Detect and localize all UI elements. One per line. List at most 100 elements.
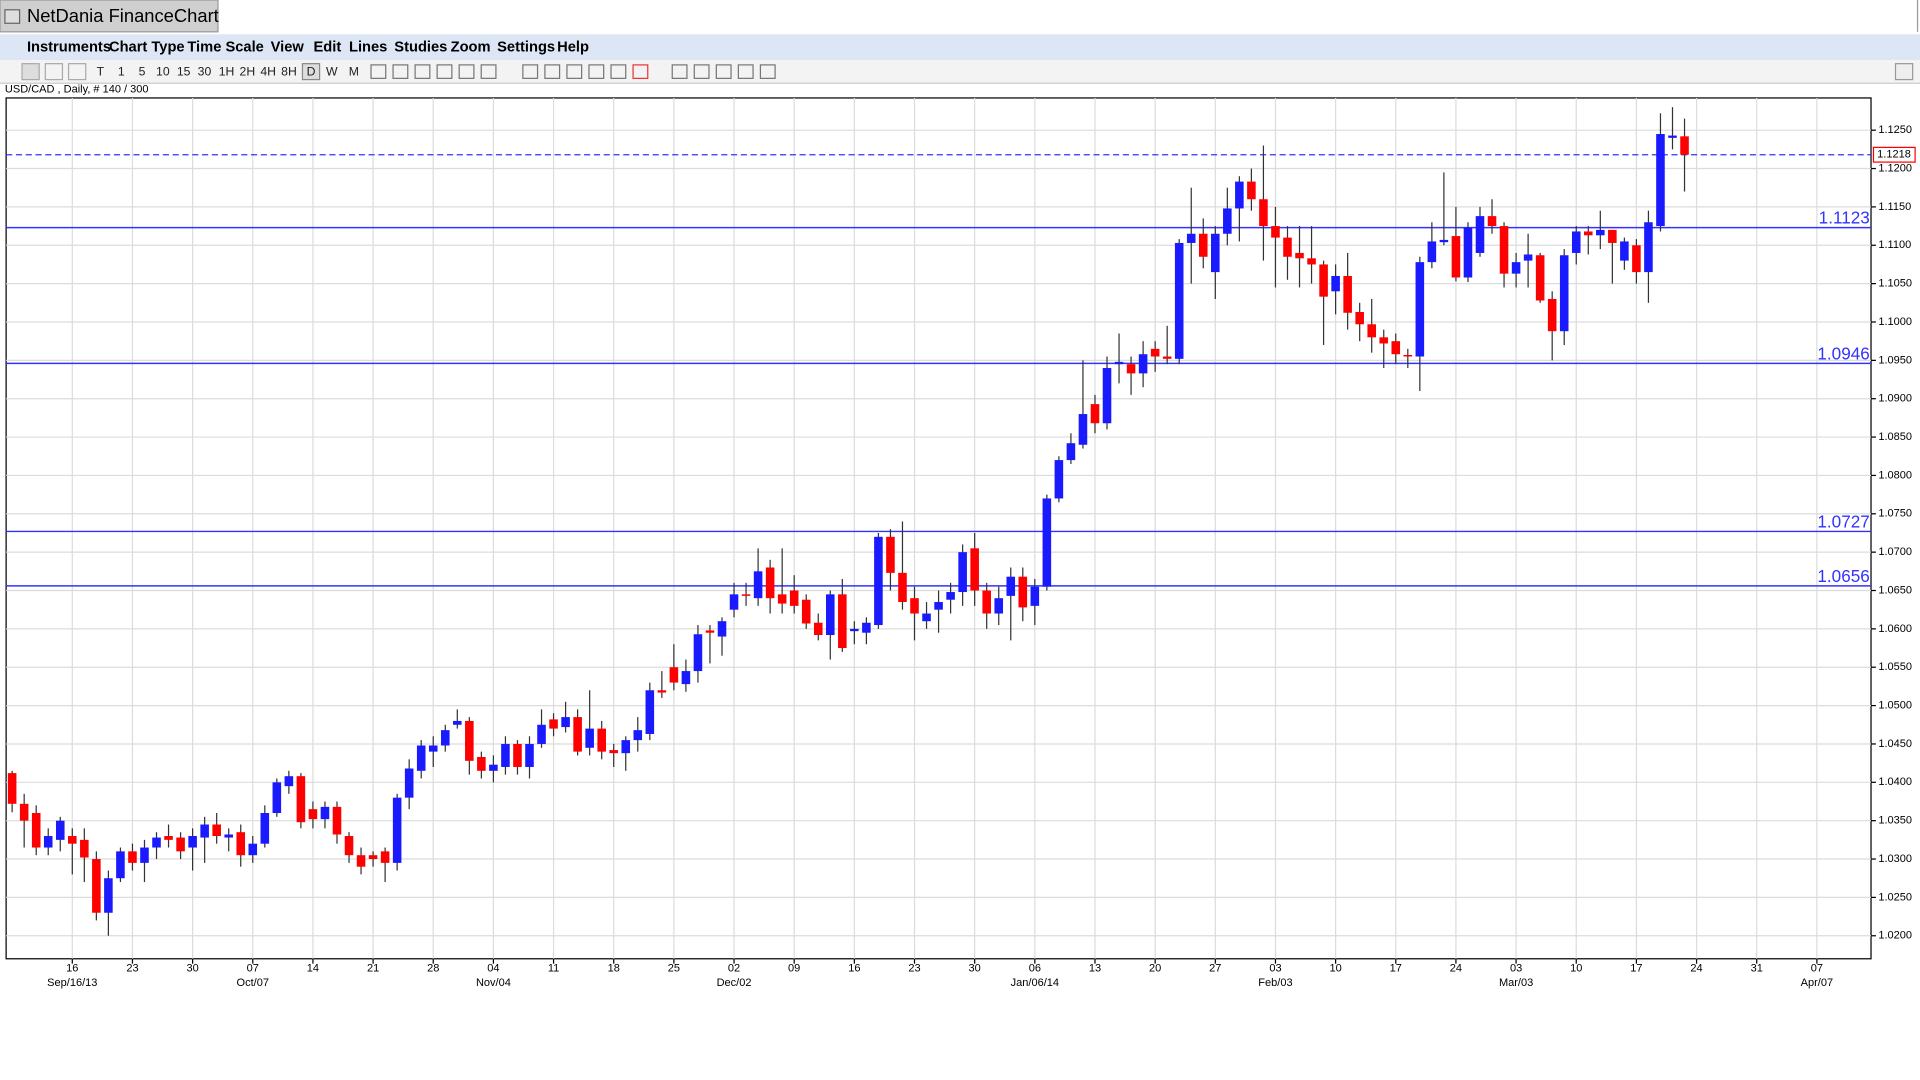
- tool-icon[interactable]: [458, 64, 475, 79]
- tool-icon[interactable]: [392, 64, 409, 79]
- x-tick-label: 16: [66, 962, 78, 974]
- menu-item[interactable]: Lines: [349, 40, 387, 56]
- tool-icon[interactable]: [566, 64, 583, 79]
- tool-icon[interactable]: [370, 64, 387, 79]
- tool-icon[interactable]: [480, 64, 497, 79]
- candle-body: [1403, 354, 1413, 357]
- candle-body: [741, 594, 751, 596]
- candle-body: [765, 567, 775, 599]
- x-month-label: Jan/06/14: [1011, 977, 1059, 989]
- y-tick-label: 1.0750: [1878, 508, 1912, 520]
- tool-button[interactable]: M: [349, 64, 359, 78]
- candle-body: [874, 536, 883, 626]
- candle-body: [477, 756, 486, 771]
- candle-body: [68, 836, 77, 844]
- y-tick-label: 1.1150: [1878, 201, 1911, 213]
- candle-body: [826, 594, 835, 636]
- tool-button[interactable]: 8H: [281, 64, 297, 78]
- candle-body: [1367, 324, 1376, 338]
- candle-body: [1198, 233, 1208, 257]
- tool-icon[interactable]: [67, 63, 87, 81]
- menu-item[interactable]: Help: [557, 40, 589, 56]
- tool-icon[interactable]: [671, 64, 688, 79]
- tool-button[interactable]: 4H: [260, 64, 276, 78]
- candle-body: [1475, 216, 1485, 253]
- candle-body: [200, 824, 209, 838]
- tool-icon[interactable]: [610, 64, 627, 79]
- candle-body: [958, 552, 967, 593]
- candle-body: [284, 776, 294, 787]
- candle-body: [934, 602, 943, 610]
- tool-icon[interactable]: [588, 64, 605, 79]
- candle-body: [152, 837, 161, 848]
- menu-item[interactable]: Instruments: [27, 40, 111, 56]
- candle-body: [1295, 252, 1304, 259]
- menu-item[interactable]: Edit: [313, 40, 341, 56]
- menu-item[interactable]: Studies: [394, 40, 447, 56]
- candle-body: [1331, 275, 1340, 292]
- candle-body: [1066, 443, 1076, 461]
- x-tick-label: 30: [186, 962, 198, 974]
- tool-button[interactable]: 10: [156, 64, 170, 78]
- tool-icon[interactable]: [759, 64, 776, 79]
- candle-body: [621, 740, 631, 754]
- candle-body: [573, 717, 582, 752]
- tool-icon[interactable]: [436, 64, 453, 79]
- tool-button[interactable]: 5: [139, 64, 146, 78]
- candle-body: [1186, 233, 1196, 243]
- y-tick-label: 1.0450: [1878, 738, 1912, 750]
- candle-body: [1632, 245, 1641, 273]
- tool-button[interactable]: T: [97, 64, 105, 78]
- x-tick-label: 28: [427, 962, 439, 974]
- tool-icon[interactable]: [414, 64, 431, 79]
- candle-body: [970, 548, 979, 591]
- candle-body: [681, 671, 691, 685]
- tool-button[interactable]: 1H: [219, 64, 235, 78]
- y-tick-label: 1.0900: [1878, 393, 1912, 405]
- x-tick-label: 18: [608, 962, 620, 974]
- menu-item[interactable]: Chart Type: [109, 40, 185, 56]
- tool-icon[interactable]: [522, 64, 539, 79]
- y-tick-label: 1.0950: [1878, 354, 1912, 366]
- candle-body: [104, 878, 113, 913]
- candle-body: [1596, 229, 1605, 236]
- x-month-label: Mar/03: [1499, 977, 1533, 989]
- candle-body: [80, 839, 89, 858]
- candle-body: [19, 803, 29, 821]
- x-tick-label: 21: [367, 962, 379, 974]
- tool-button-active[interactable]: [301, 63, 321, 81]
- tool-button[interactable]: D: [307, 64, 316, 78]
- app-icon: [4, 9, 21, 24]
- tool-icon[interactable]: [693, 64, 710, 79]
- candle-body: [188, 836, 197, 848]
- tool-icon[interactable]: [544, 64, 561, 79]
- tool-icon[interactable]: [21, 63, 40, 81]
- tool-button[interactable]: 2H: [240, 64, 256, 78]
- candle-body: [1463, 227, 1473, 278]
- candle-body: [1114, 361, 1124, 365]
- window-title: NetDania FinanceChart: [27, 5, 219, 26]
- candle-body: [994, 598, 1004, 614]
- tool-icon[interactable]: [737, 64, 754, 79]
- menu-item[interactable]: Time Scale: [187, 40, 263, 56]
- tool-icon[interactable]: [44, 63, 64, 81]
- last-price-label: 1.1218: [1877, 149, 1911, 161]
- candle-body: [224, 834, 233, 838]
- candle-body: [1559, 255, 1569, 332]
- x-tick-label: 03: [1269, 962, 1281, 974]
- corner-button[interactable]: [1894, 63, 1914, 81]
- menu-item[interactable]: Zoom: [451, 40, 491, 56]
- y-tick-label: 1.0700: [1878, 546, 1912, 558]
- candle-body: [1018, 576, 1028, 608]
- tool-button[interactable]: 1: [118, 64, 125, 78]
- menu-item[interactable]: Settings: [497, 40, 555, 56]
- x-tick-label: 24: [1690, 962, 1702, 974]
- tool-button[interactable]: 30: [198, 64, 212, 78]
- candle-body: [212, 824, 221, 837]
- tool-button[interactable]: W: [326, 64, 338, 78]
- tool-icon[interactable]: [715, 64, 732, 79]
- tool-button[interactable]: 15: [177, 64, 191, 78]
- menu-item[interactable]: View: [271, 40, 305, 56]
- tool-icon[interactable]: [632, 64, 649, 79]
- level-label: 1.0946: [1817, 343, 1869, 363]
